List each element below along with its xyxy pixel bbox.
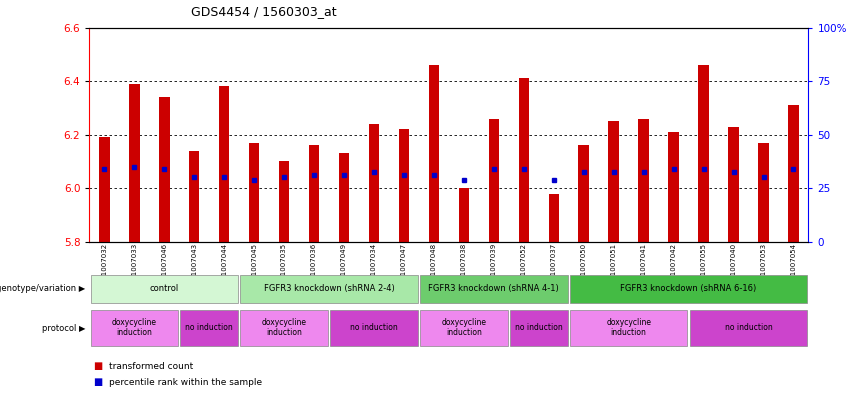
Text: FGFR3 knockdown (shRNA 6-16): FGFR3 knockdown (shRNA 6-16) bbox=[620, 284, 757, 293]
Bar bbox=[690, 310, 808, 346]
Text: ■: ■ bbox=[94, 362, 103, 371]
Bar bbox=[219, 86, 230, 242]
Text: doxycycline
induction: doxycycline induction bbox=[111, 318, 157, 337]
Text: FGFR3 knockdown (shRNA 2-4): FGFR3 knockdown (shRNA 2-4) bbox=[264, 284, 394, 293]
Bar bbox=[248, 143, 260, 242]
Text: no induction: no induction bbox=[186, 323, 233, 332]
Text: GDS4454 / 1560303_at: GDS4454 / 1560303_at bbox=[191, 5, 337, 18]
Text: doxycycline
induction: doxycycline induction bbox=[606, 318, 651, 337]
Text: percentile rank within the sample: percentile rank within the sample bbox=[109, 378, 262, 387]
Text: no induction: no induction bbox=[350, 323, 398, 332]
Bar bbox=[189, 151, 199, 242]
Bar bbox=[129, 84, 140, 242]
Bar bbox=[330, 310, 418, 346]
Bar bbox=[159, 97, 169, 242]
Bar bbox=[420, 310, 508, 346]
Text: doxycycline
induction: doxycycline induction bbox=[261, 318, 306, 337]
Bar bbox=[90, 275, 238, 303]
Bar bbox=[240, 275, 418, 303]
Bar bbox=[570, 310, 688, 346]
Bar bbox=[549, 193, 559, 242]
Bar bbox=[699, 65, 709, 242]
Bar bbox=[788, 105, 799, 242]
Bar bbox=[668, 132, 679, 242]
Text: control: control bbox=[150, 284, 179, 293]
Bar bbox=[309, 145, 319, 242]
Bar bbox=[510, 310, 568, 346]
Text: doxycycline
induction: doxycycline induction bbox=[442, 318, 487, 337]
Bar bbox=[758, 143, 768, 242]
Bar bbox=[459, 188, 469, 242]
Bar bbox=[368, 124, 380, 242]
Bar bbox=[240, 310, 328, 346]
Bar bbox=[180, 310, 238, 346]
Bar bbox=[638, 119, 649, 242]
Bar bbox=[339, 153, 349, 242]
Bar bbox=[279, 162, 289, 242]
Bar bbox=[90, 310, 178, 346]
Bar bbox=[518, 78, 529, 242]
Text: transformed count: transformed count bbox=[109, 362, 193, 371]
Text: protocol ▶: protocol ▶ bbox=[42, 324, 85, 332]
Text: ■: ■ bbox=[94, 377, 103, 387]
Bar bbox=[728, 127, 739, 242]
Bar bbox=[99, 137, 110, 242]
Bar bbox=[429, 65, 439, 242]
Text: no induction: no induction bbox=[725, 323, 773, 332]
Text: no induction: no induction bbox=[515, 323, 563, 332]
Bar bbox=[570, 275, 808, 303]
Bar bbox=[608, 121, 619, 242]
Bar bbox=[488, 119, 499, 242]
Text: FGFR3 knockdown (shRNA 4-1): FGFR3 knockdown (shRNA 4-1) bbox=[428, 284, 559, 293]
Text: genotype/variation ▶: genotype/variation ▶ bbox=[0, 285, 85, 293]
Bar bbox=[579, 145, 589, 242]
Bar bbox=[399, 129, 409, 242]
Bar bbox=[420, 275, 568, 303]
